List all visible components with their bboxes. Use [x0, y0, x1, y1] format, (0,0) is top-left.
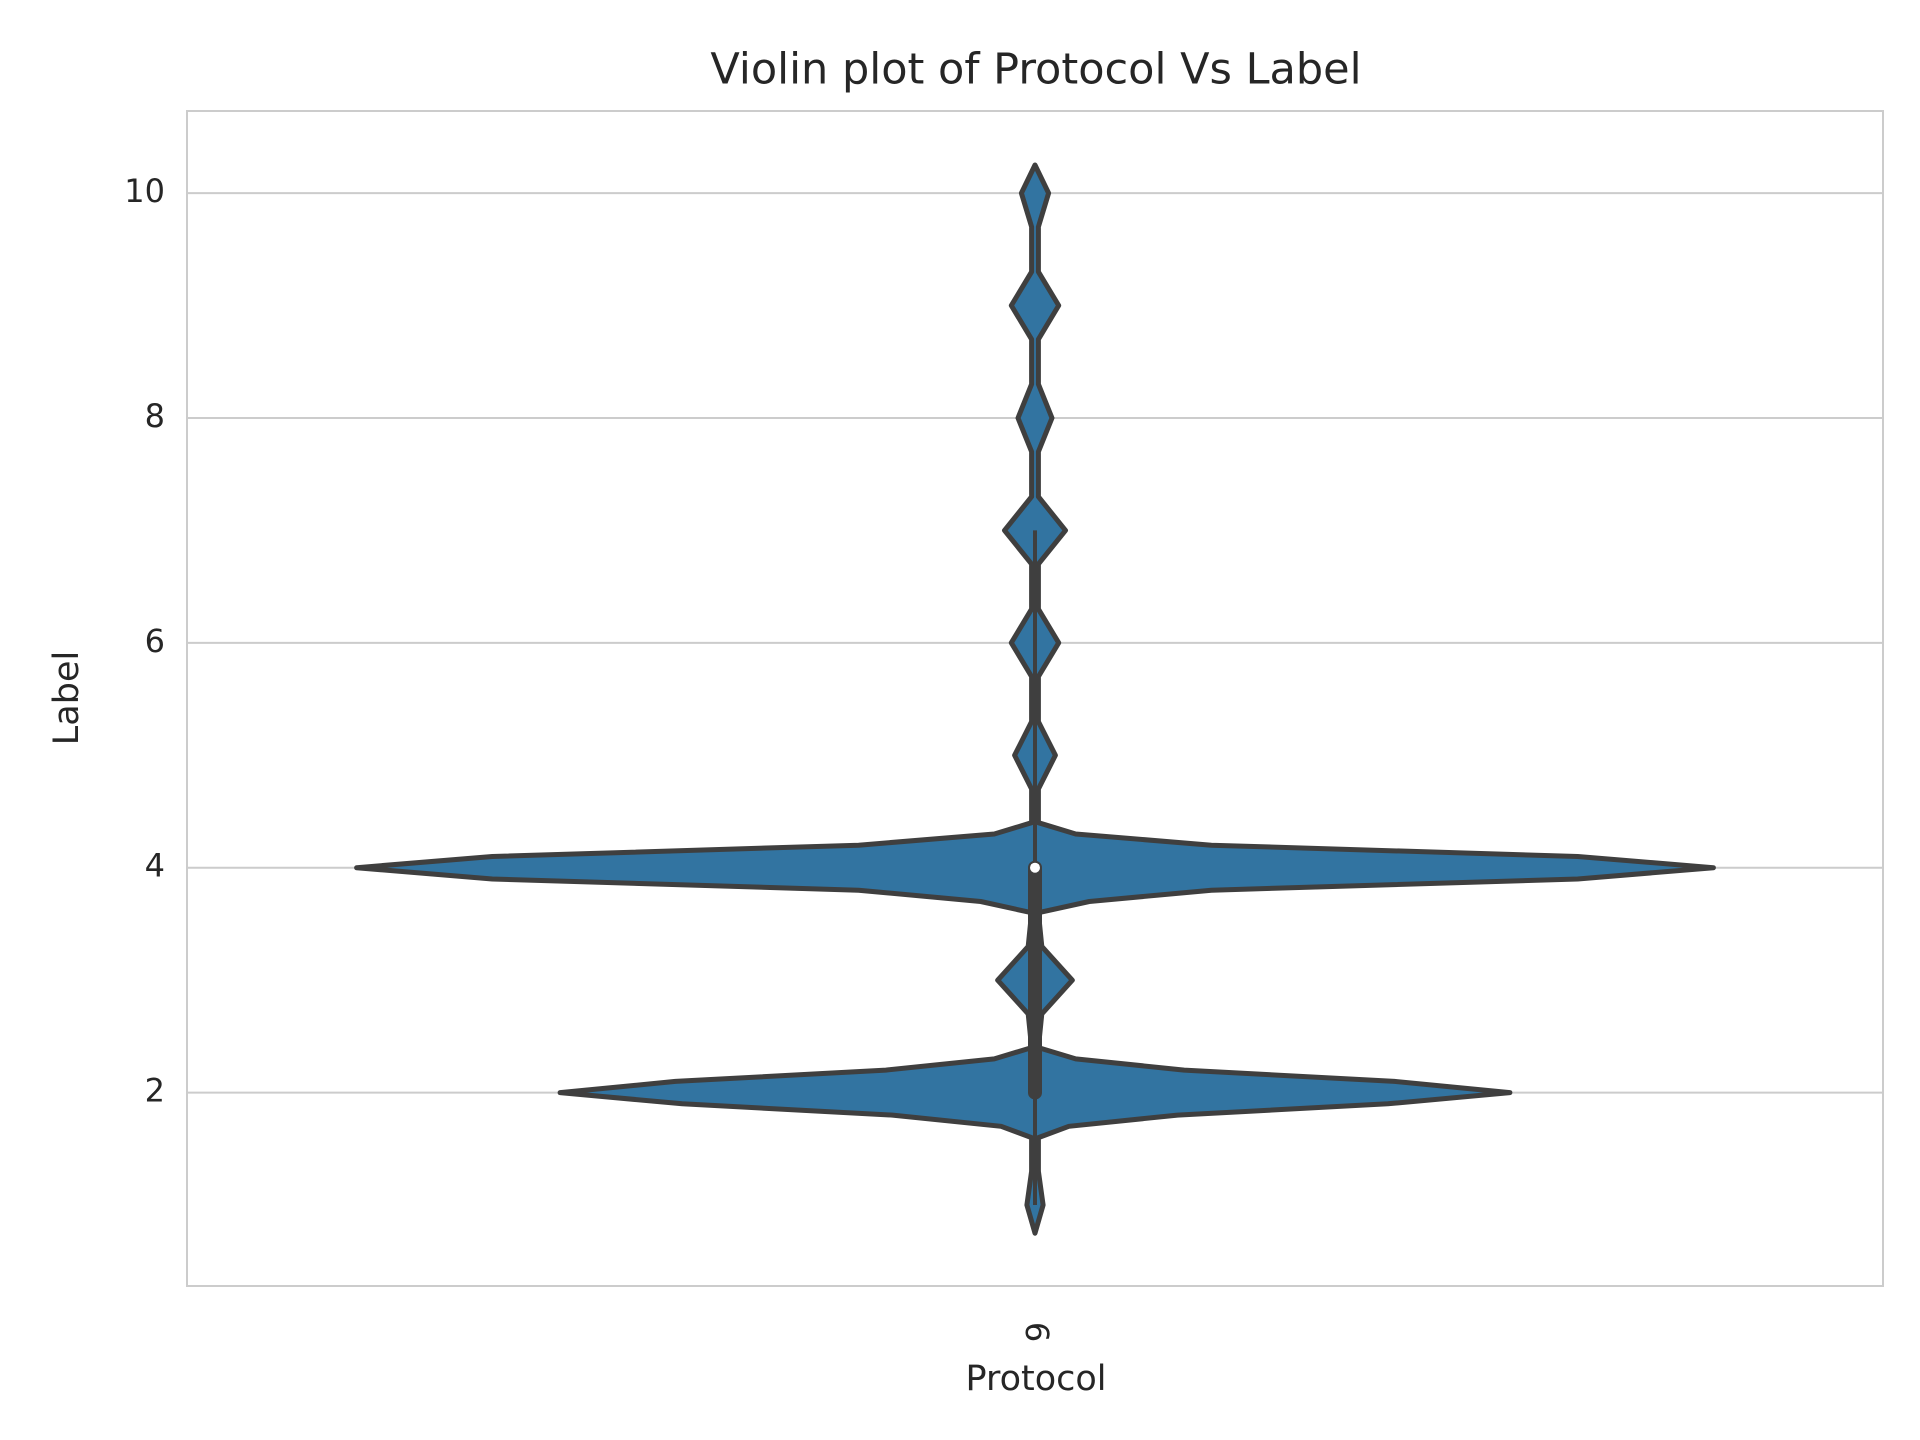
- y-tick-label: 10: [124, 172, 165, 210]
- y-tick-label: 6: [145, 622, 165, 660]
- x-axis-label: Protocol: [965, 1359, 1106, 1399]
- y-axis-label: Label: [47, 651, 87, 745]
- x-tick-label: 6: [1018, 1322, 1056, 1342]
- y-tick-label: 4: [145, 847, 165, 885]
- y-tick-label: 2: [145, 1072, 165, 1110]
- chart-title: Violin plot of Protocol Vs Label: [710, 45, 1361, 95]
- y-tick-label: 8: [145, 397, 165, 435]
- plot-frame: [186, 110, 1884, 1287]
- median: [1030, 862, 1040, 873]
